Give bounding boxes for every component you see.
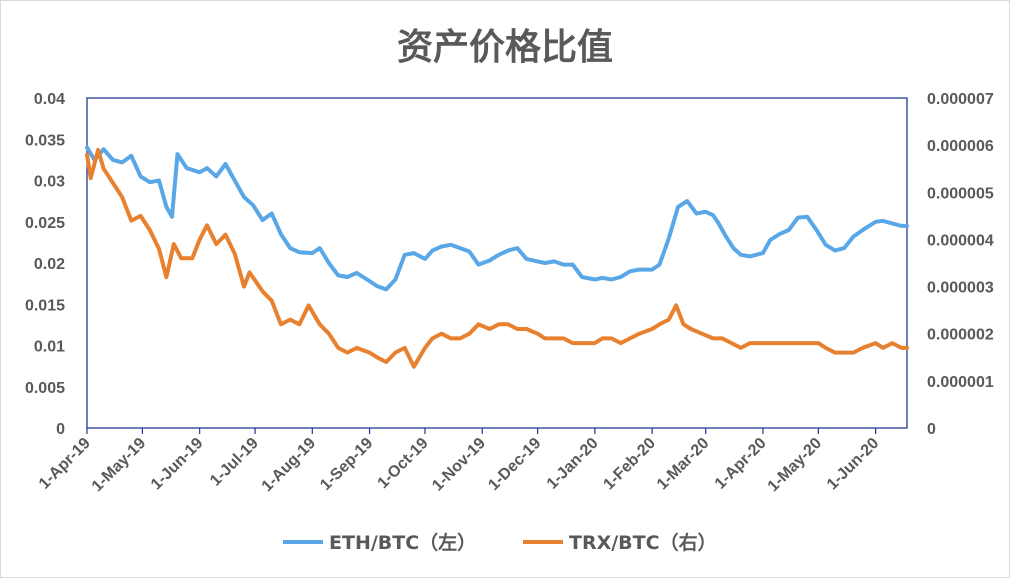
y-left-tick-label: 0.04 xyxy=(34,91,65,108)
y-right-tick-label: 0.000006 xyxy=(927,138,994,155)
x-tick-label: 1-Oct-19 xyxy=(375,435,432,492)
x-tick-label: 1-Apr-20 xyxy=(712,435,770,493)
y-axis-right: 0 0.000001 0.000002 0.000003 0.000004 0.00000… xyxy=(927,91,994,438)
y-axis-left: 0 0.005 0.01 0.015 0.02 0.025 0.03 0.035 0.04 xyxy=(25,91,65,438)
x-tick-label: 1-Jun-20 xyxy=(824,435,883,494)
x-tick-label: 1-Jan-20 xyxy=(544,435,602,493)
y-right-tick-label: 0.000007 xyxy=(927,91,994,108)
y-right-tick-label: 0.000005 xyxy=(927,185,994,202)
y-left-tick-label: 0.015 xyxy=(25,297,65,314)
y-left-tick-label: 0 xyxy=(56,421,65,438)
series-line-trx-btc xyxy=(85,147,909,369)
y-right-tick-label: 0.000004 xyxy=(927,232,994,249)
y-right-tick-label: 0.000002 xyxy=(927,327,994,344)
y-left-tick-label: 0.01 xyxy=(34,339,65,356)
y-left-tick-label: 0.025 xyxy=(25,215,65,232)
y-left-tick-label: 0.035 xyxy=(25,132,65,149)
y-right-tick-label: 0.000003 xyxy=(927,280,994,297)
x-tick-label: 1-Aug-19 xyxy=(259,435,319,495)
series-line-eth-btc xyxy=(85,145,909,292)
legend-label: ETH/BTC（左） xyxy=(329,531,476,554)
series-layer xyxy=(85,145,909,369)
x-tick-label: 1-Feb-20 xyxy=(600,435,659,494)
y-right-tick-label: 0 xyxy=(927,421,936,438)
plot-area xyxy=(86,97,908,429)
x-tick-label: 1-Apr-19 xyxy=(36,435,94,493)
y-left-tick-label: 0.03 xyxy=(34,174,65,191)
x-tick-label: 1-May-20 xyxy=(765,435,826,496)
legend: ETH/BTC（左） TRX/BTC（右） xyxy=(283,531,717,554)
x-tick-label: 1-Jul-19 xyxy=(207,435,262,490)
y-left-tick-label: 0.005 xyxy=(25,380,65,397)
x-tick-label: 1-Jun-19 xyxy=(148,435,207,494)
x-tick-label: 1-Sep-19 xyxy=(317,435,376,494)
x-tick-label: 1-Mar-20 xyxy=(654,435,713,494)
x-tick-label: 1-Nov-19 xyxy=(429,435,489,495)
x-tick-label: 1-Dec-19 xyxy=(485,435,544,494)
x-axis: 1-Apr-191-May-191-Jun-19 1-Jul-191-Aug-19… xyxy=(36,428,883,495)
legend-label: TRX/BTC（右） xyxy=(569,531,717,554)
chart-title: 资产价格比值 xyxy=(397,27,613,68)
y-left-tick-label: 0.02 xyxy=(34,256,65,273)
y-right-tick-label: 0.000001 xyxy=(927,374,994,391)
x-tick-label: 1-May-19 xyxy=(89,435,150,496)
